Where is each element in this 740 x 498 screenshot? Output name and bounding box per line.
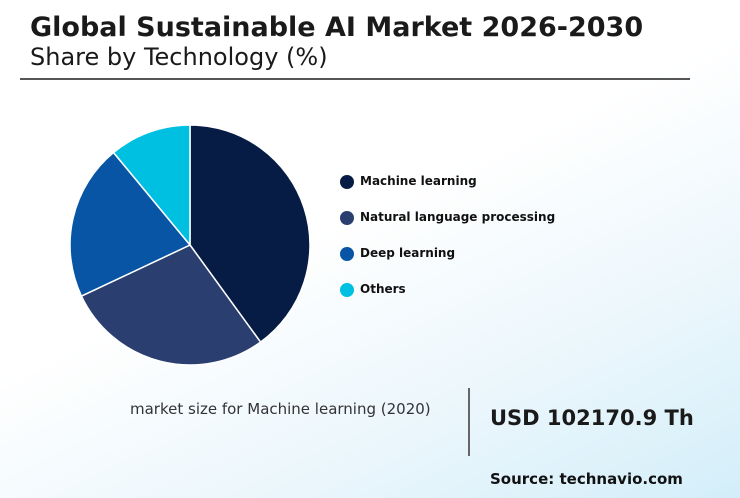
legend-swatch	[340, 283, 354, 297]
chart-title: Global Sustainable AI Market 2026-2030	[30, 12, 644, 43]
pie-chart	[69, 124, 311, 366]
legend-swatch	[340, 211, 354, 225]
legend-swatch	[340, 175, 354, 189]
pie-slice-deep-learning	[69, 151, 192, 298]
legend-label: Others	[360, 282, 406, 296]
chart-subtitle: Share by Technology (%)	[30, 43, 328, 71]
legend-label: Machine learning	[360, 174, 477, 188]
source-label: Source: technavio.com	[490, 470, 683, 488]
market-size-value: USD 102170.9 Th	[490, 406, 694, 430]
market-size-label: market size for Machine learning (2020)	[130, 400, 431, 418]
title-divider	[20, 78, 690, 80]
legend-label: Natural language processing	[360, 210, 556, 224]
legend-swatch	[340, 247, 354, 261]
vertical-divider	[468, 388, 470, 456]
pie-slice-others	[112, 124, 191, 248]
pie-slice-natural-language-processing	[80, 244, 262, 366]
legend-label: Deep learning	[360, 246, 456, 260]
pie-slice-machine-learning	[189, 124, 311, 344]
